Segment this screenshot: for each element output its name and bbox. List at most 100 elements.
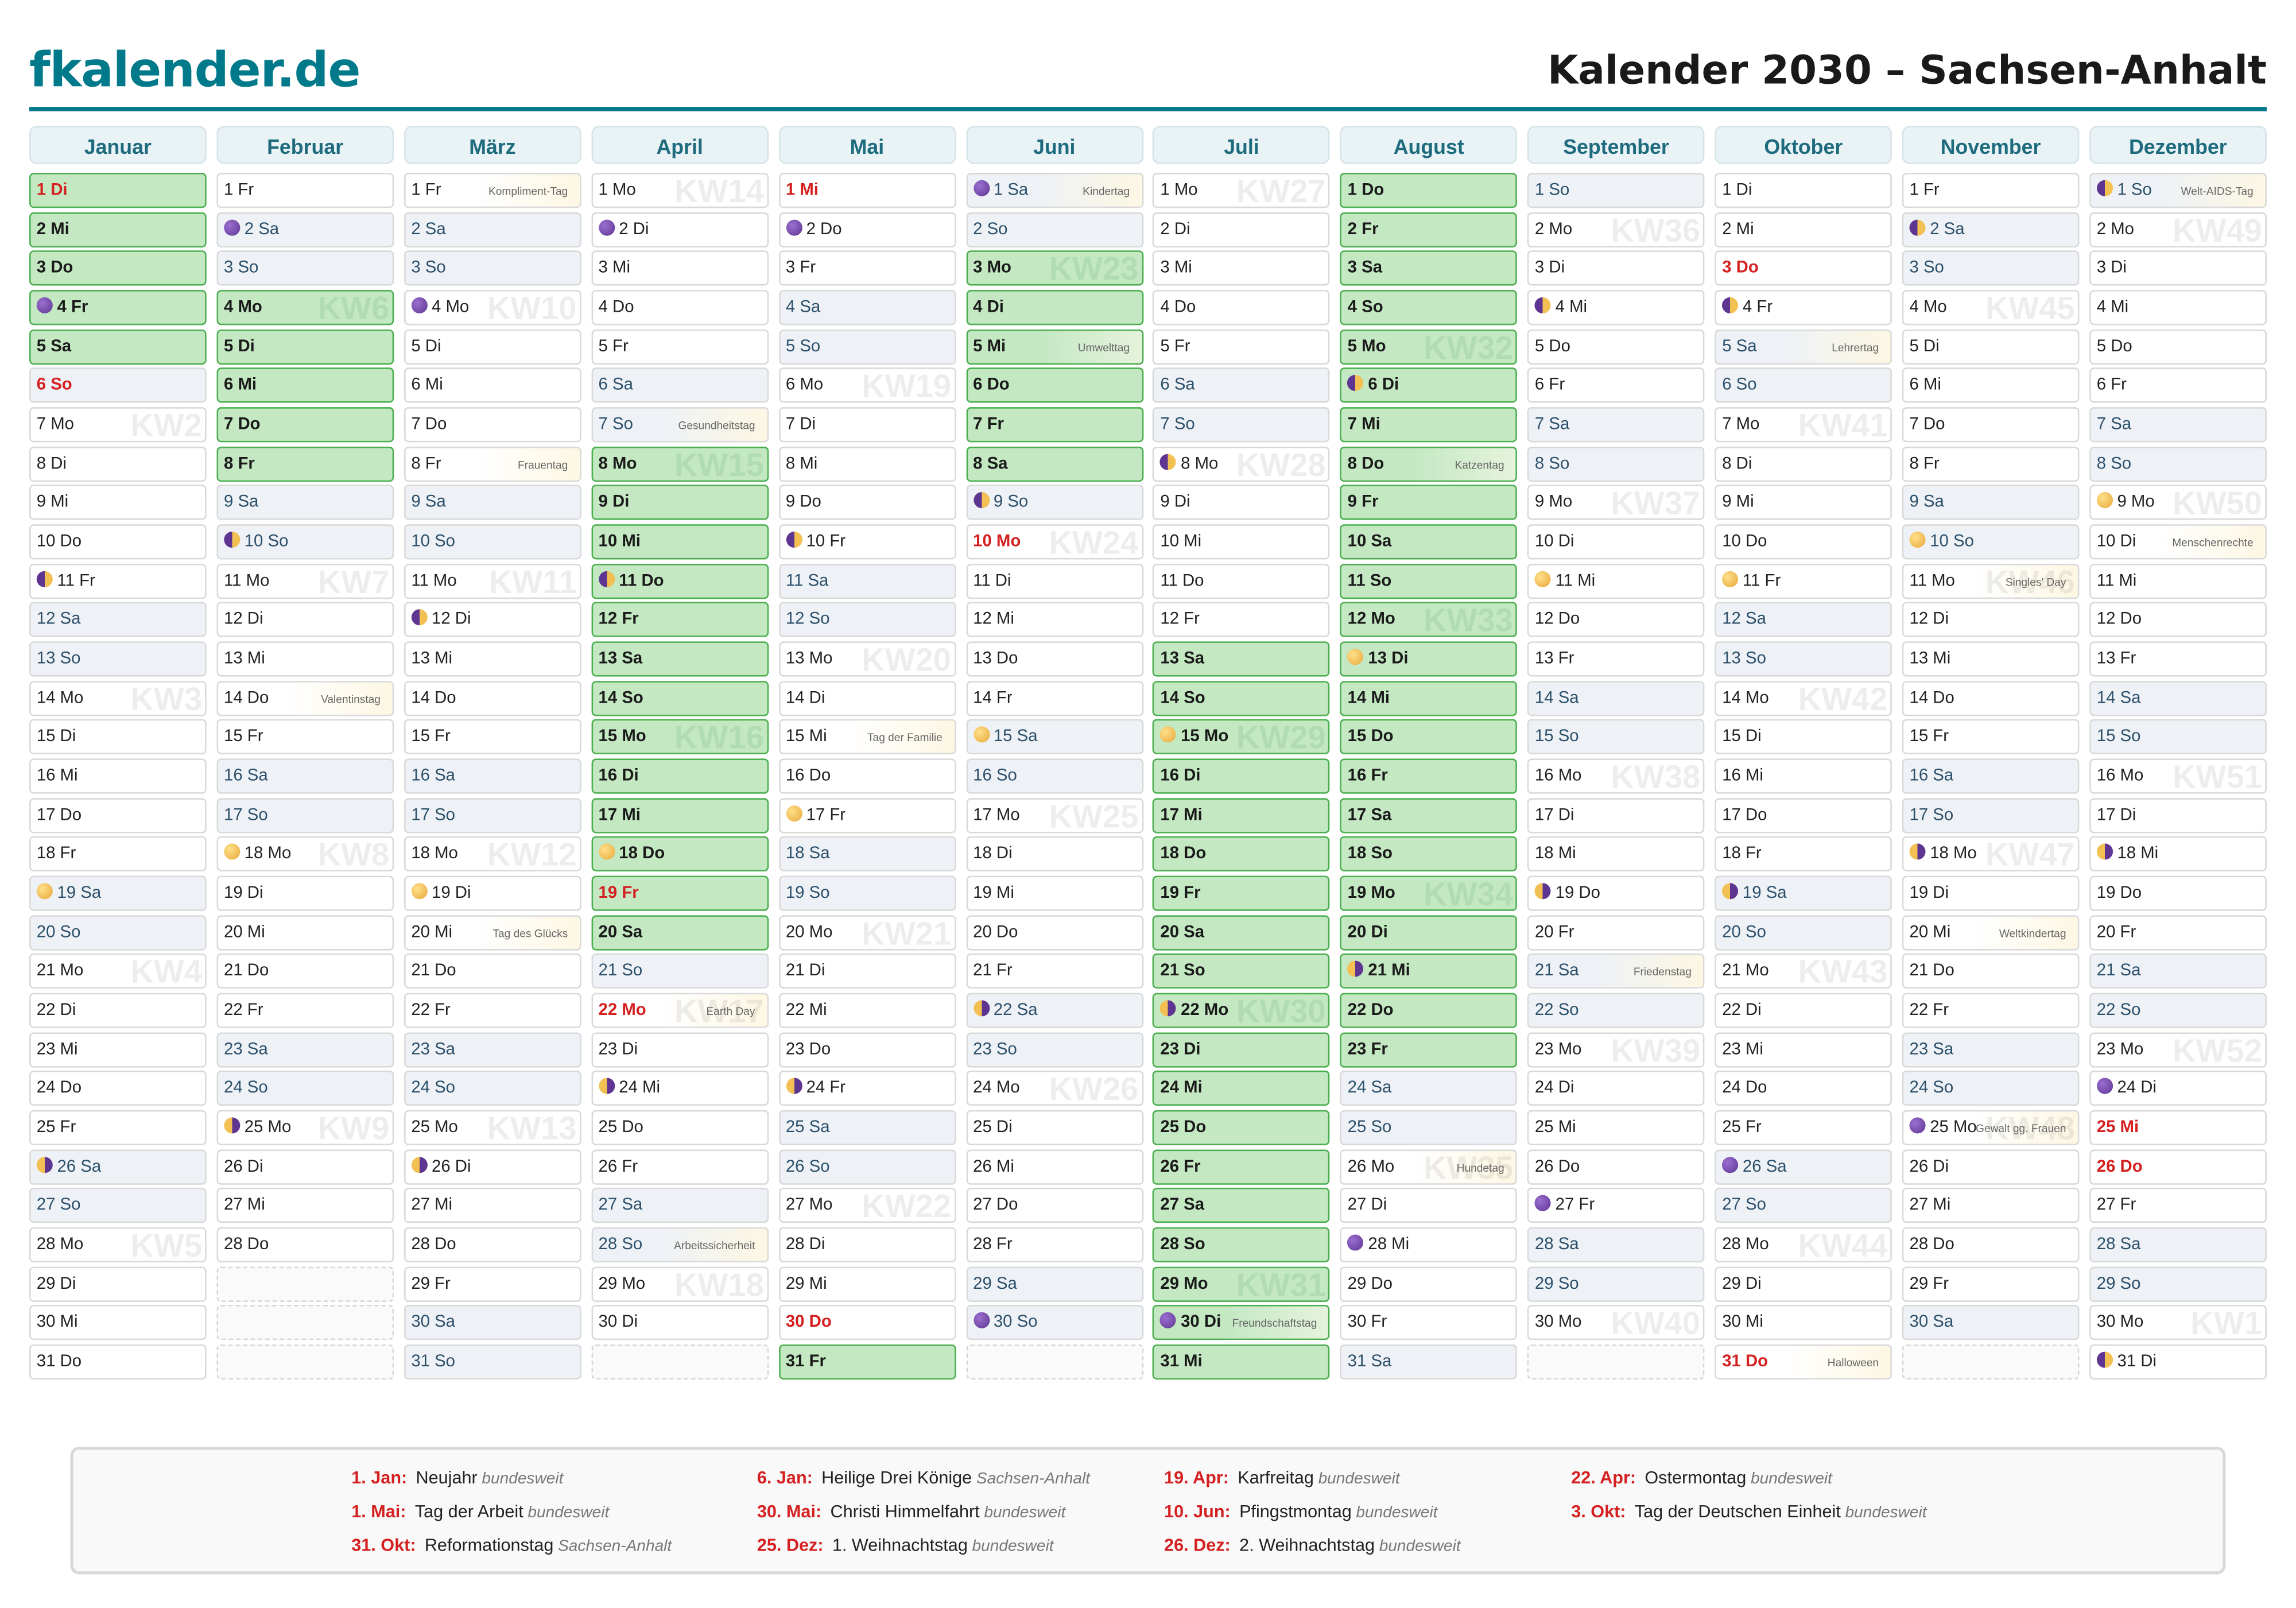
day-cell[interactable]: 23 Sa <box>404 1032 581 1068</box>
day-cell[interactable]: KW38 16 Mo <box>1527 758 1705 794</box>
day-cell[interactable]: 2 So <box>965 212 1143 247</box>
day-cell[interactable]: KW25 17 Mo <box>965 797 1143 833</box>
day-cell[interactable]: 31 Fr <box>778 1344 956 1380</box>
day-cell[interactable]: 5 Do <box>2089 329 2267 365</box>
day-cell[interactable]: KW35 26 Mo Hundetag <box>1340 1149 1518 1185</box>
day-cell[interactable]: 30 Do <box>778 1305 956 1341</box>
day-cell[interactable]: 21 Do <box>216 954 394 989</box>
day-cell[interactable]: KW32 5 Mo <box>1340 329 1518 365</box>
day-cell[interactable]: 18 Do <box>1153 836 1331 872</box>
day-cell[interactable]: 24 So <box>216 1071 394 1107</box>
day-cell[interactable]: 27 Mi <box>1902 1188 2080 1224</box>
day-cell[interactable]: KW50 9 Mo <box>2089 485 2267 521</box>
day-cell[interactable]: 17 So <box>1902 797 2080 833</box>
day-cell[interactable]: 25 Di <box>965 1110 1143 1146</box>
day-cell[interactable]: 10 Do <box>1715 524 1892 560</box>
day-cell[interactable]: 20 So <box>1715 915 1892 950</box>
day-cell[interactable]: 10 Di Menschenrechte <box>2089 524 2267 560</box>
day-cell[interactable]: 2 Sa <box>404 212 581 247</box>
day-cell[interactable]: 15 Fr <box>216 719 394 755</box>
day-cell[interactable]: KW52 23 Mo <box>2089 1032 2267 1068</box>
day-cell[interactable]: 28 Di <box>778 1227 956 1263</box>
day-cell[interactable]: 3 Sa <box>1340 251 1518 286</box>
day-cell[interactable]: KW8 18 Mo <box>216 836 394 872</box>
day-cell[interactable]: 7 Di <box>778 407 956 443</box>
day-cell[interactable]: 9 Fr <box>1340 485 1518 521</box>
day-cell[interactable]: 27 Di <box>1340 1188 1518 1224</box>
day-cell[interactable]: KW12 18 Mo <box>404 836 581 872</box>
day-cell[interactable]: 27 Do <box>965 1188 1143 1224</box>
day-cell[interactable]: 18 Fr <box>1715 836 1892 872</box>
day-cell[interactable]: 23 Do <box>778 1032 956 1068</box>
day-cell[interactable]: 24 Do <box>29 1071 207 1107</box>
day-cell[interactable]: 30 Mi <box>1715 1305 1892 1341</box>
day-cell[interactable]: 3 So <box>216 251 394 286</box>
day-cell[interactable]: 22 Fr <box>404 993 581 1028</box>
day-cell[interactable]: 25 Sa <box>778 1110 956 1146</box>
day-cell[interactable]: 2 Sa <box>216 212 394 247</box>
day-cell[interactable]: 5 Fr <box>591 329 769 365</box>
day-cell[interactable]: 20 Fr <box>2089 915 2267 950</box>
day-cell[interactable]: 20 Fr <box>1527 915 1705 950</box>
day-cell[interactable]: KW21 20 Mo <box>778 915 956 950</box>
day-cell[interactable]: KW33 12 Mo <box>1340 602 1518 638</box>
day-cell[interactable]: 1 Fr <box>216 173 394 208</box>
day-cell[interactable]: 6 Mi <box>1902 368 2080 404</box>
day-cell[interactable]: 17 Di <box>2089 797 2267 833</box>
day-cell[interactable]: 20 Sa <box>1153 915 1331 950</box>
day-cell[interactable]: KW9 25 Mo <box>216 1110 394 1146</box>
day-cell[interactable]: 3 Do <box>1715 251 1892 286</box>
day-cell[interactable]: KW10 4 Mo <box>404 290 581 326</box>
day-cell[interactable]: 4 Sa <box>778 290 956 326</box>
day-cell[interactable]: 28 Sa <box>2089 1227 2267 1263</box>
day-cell[interactable]: 19 Do <box>1527 875 1705 911</box>
day-cell[interactable]: KW49 2 Mo <box>2089 212 2267 247</box>
day-cell[interactable]: 19 Di <box>216 875 394 911</box>
day-cell[interactable]: 6 So <box>1715 368 1892 404</box>
day-cell[interactable]: 19 Di <box>404 875 581 911</box>
day-cell[interactable]: 15 Fr <box>404 719 581 755</box>
day-cell[interactable]: 29 Fr <box>404 1266 581 1302</box>
day-cell[interactable]: 13 So <box>29 641 207 677</box>
day-cell[interactable]: 19 Mi <box>965 875 1143 911</box>
day-cell[interactable]: 18 Fr <box>29 836 207 872</box>
day-cell[interactable]: 2 Di <box>1153 212 1331 247</box>
day-cell[interactable]: 5 Sa <box>29 329 207 365</box>
day-cell[interactable]: 5 Fr <box>1153 329 1331 365</box>
day-cell[interactable]: 7 Do <box>1902 407 2080 443</box>
day-cell[interactable]: 9 Di <box>591 485 769 521</box>
day-cell[interactable]: KW28 8 Mo <box>1153 446 1331 482</box>
day-cell[interactable]: 17 Sa <box>1340 797 1518 833</box>
day-cell[interactable]: 29 Do <box>1340 1266 1518 1302</box>
day-cell[interactable]: KW17 22 Mo Earth Day <box>591 993 769 1028</box>
day-cell[interactable]: KW11 11 Mo <box>404 563 581 599</box>
day-cell[interactable]: 24 Mi <box>591 1071 769 1107</box>
day-cell[interactable]: KW6 4 Mo <box>216 290 394 326</box>
day-cell[interactable]: 16 Mi <box>29 758 207 794</box>
day-cell[interactable]: 1 Di <box>29 173 207 208</box>
day-cell[interactable]: 11 Fr <box>29 563 207 599</box>
day-cell[interactable]: 26 Mi <box>965 1149 1143 1185</box>
day-cell[interactable]: 3 Mi <box>591 251 769 286</box>
day-cell[interactable]: 12 Di <box>404 602 581 638</box>
day-cell[interactable]: KW44 28 Mo <box>1715 1227 1892 1263</box>
day-cell[interactable]: 23 Mi <box>29 1032 207 1068</box>
day-cell[interactable]: 8 Do Katzentag <box>1340 446 1518 482</box>
day-cell[interactable]: 28 Do <box>404 1227 581 1263</box>
day-cell[interactable]: 21 So <box>591 954 769 989</box>
day-cell[interactable]: 8 Fr <box>1902 446 2080 482</box>
day-cell[interactable]: 13 Sa <box>1153 641 1331 677</box>
day-cell[interactable]: 29 Mi <box>778 1266 956 1302</box>
day-cell[interactable]: 24 Di <box>1527 1071 1705 1107</box>
day-cell[interactable]: 10 So <box>216 524 394 560</box>
day-cell[interactable]: 17 Do <box>29 797 207 833</box>
day-cell[interactable]: 10 Di <box>1527 524 1705 560</box>
day-cell[interactable]: 11 Mi <box>2089 563 2267 599</box>
day-cell[interactable]: 3 Fr <box>778 251 956 286</box>
day-cell[interactable]: 24 Sa <box>1340 1071 1518 1107</box>
day-cell[interactable]: 6 Sa <box>591 368 769 404</box>
day-cell[interactable]: 16 Do <box>778 758 956 794</box>
day-cell[interactable]: 24 So <box>404 1071 581 1107</box>
day-cell[interactable]: 25 Mi <box>1527 1110 1705 1146</box>
day-cell[interactable]: 29 Sa <box>965 1266 1143 1302</box>
